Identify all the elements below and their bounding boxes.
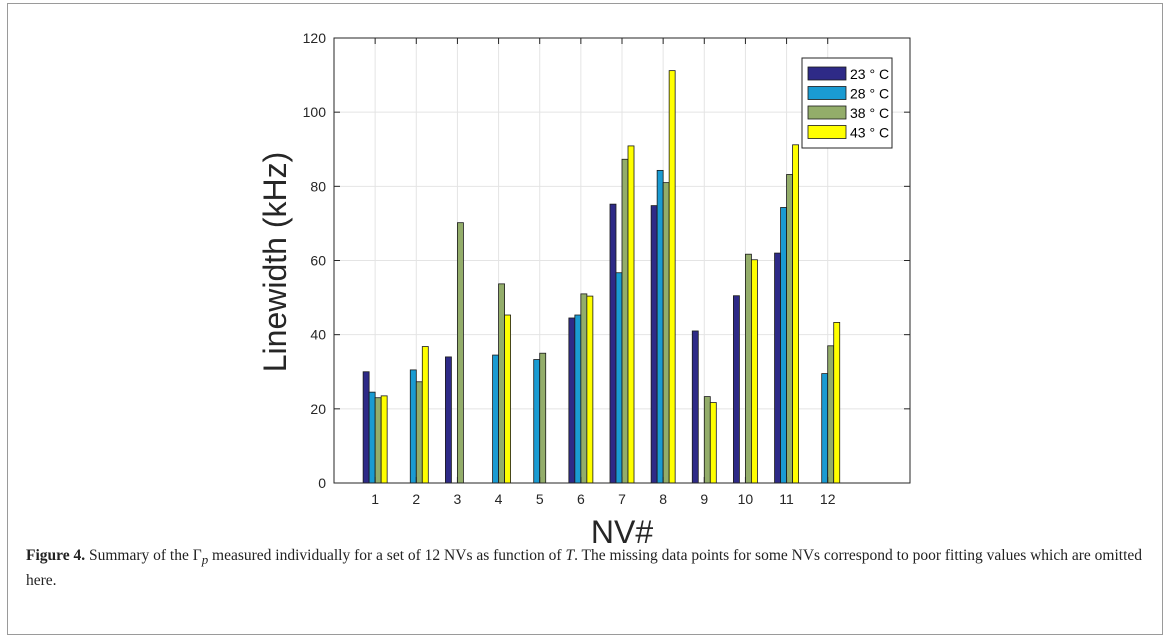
legend-swatch [807,105,847,120]
caption-label: Figure 4. [26,547,86,564]
bar [539,352,547,484]
bar [586,295,594,484]
bar [780,207,787,484]
bar [380,395,388,484]
legend-entry: 38 ° C [850,105,889,121]
y-tick-labels: 0 20 40 60 80 100 120 [303,30,327,491]
legend-swatch [807,125,847,139]
y-tick-label: 20 [310,401,326,417]
bar [374,397,382,484]
bar [609,203,617,484]
x-tick-label: 12 [820,491,836,507]
x-tick-label: 6 [577,491,585,507]
caption-subscript: p [201,552,209,568]
bar [703,396,711,484]
bar [751,259,758,484]
bar [662,182,670,484]
bars-group [362,70,841,484]
bar [627,145,635,484]
axis-ticks [334,37,910,484]
bar [421,346,429,484]
y-tick-label: 120 [303,30,327,46]
caption-text-after: . The missing data points for some NVs c… [26,547,1143,590]
y-tick-label: 0 [318,475,326,491]
bar [615,272,623,484]
figure-frame [7,3,1163,635]
bar [368,391,376,484]
y-tick-label: 80 [310,178,326,194]
bar [792,144,799,484]
bar [709,402,717,484]
legend-entry: 28 ° C [850,86,889,102]
bar [650,205,658,484]
x-tick-label: 5 [536,491,544,507]
bar [691,330,699,484]
figure-caption: Figure 4. Summary of the Γp measured ind… [26,545,1146,591]
bar [668,70,676,484]
bar [821,373,829,484]
x-tick-label: 10 [738,491,754,507]
y-axis-label: Linewidth (kHz) [257,152,293,373]
x-tick-label: 11 [779,491,794,507]
legend-swatch [807,86,847,100]
legend-entry: 23 ° C [850,66,889,82]
bar [362,371,370,484]
y-tick-label: 40 [310,327,326,343]
bar [621,158,629,484]
x-tick-label: 4 [495,491,503,507]
caption-text-middle: measured individually for a set of 12 NV… [208,547,566,564]
bar [574,314,582,484]
bar [457,222,464,484]
x-tick-label: 2 [412,491,420,507]
caption-text-before: Summary of the Γ [85,547,202,564]
bar [786,174,793,484]
bar [745,253,752,484]
legend-entry: 43 ° C [850,125,889,141]
y-tick-label: 100 [303,104,327,120]
x-tick-label: 7 [618,491,626,507]
bar [498,283,505,484]
bar [504,314,511,484]
bar [733,295,740,484]
bar [833,322,841,484]
caption-variable: T [565,547,575,564]
x-tick-label: 3 [454,491,462,507]
x-tick-label: 8 [659,491,667,507]
bar [774,252,781,484]
y-tick-label: 60 [310,253,326,269]
legend: 23 ° C 28 ° C 38 ° C 43 ° C [801,57,893,149]
bar [568,317,576,484]
x-tick-label: 1 [371,491,379,507]
x-tick-label: 9 [700,491,708,507]
bar [492,354,499,484]
bar [580,293,588,484]
legend-swatch [807,66,847,81]
bar [827,345,835,484]
x-tick-labels: 1 2 3 4 5 6 7 8 9 10 11 12 [371,491,835,507]
x-axis-label: NV# [591,514,653,545]
bar [533,359,541,484]
bar [415,381,423,484]
bar [656,169,664,484]
bar [409,369,417,484]
bar [445,356,452,484]
